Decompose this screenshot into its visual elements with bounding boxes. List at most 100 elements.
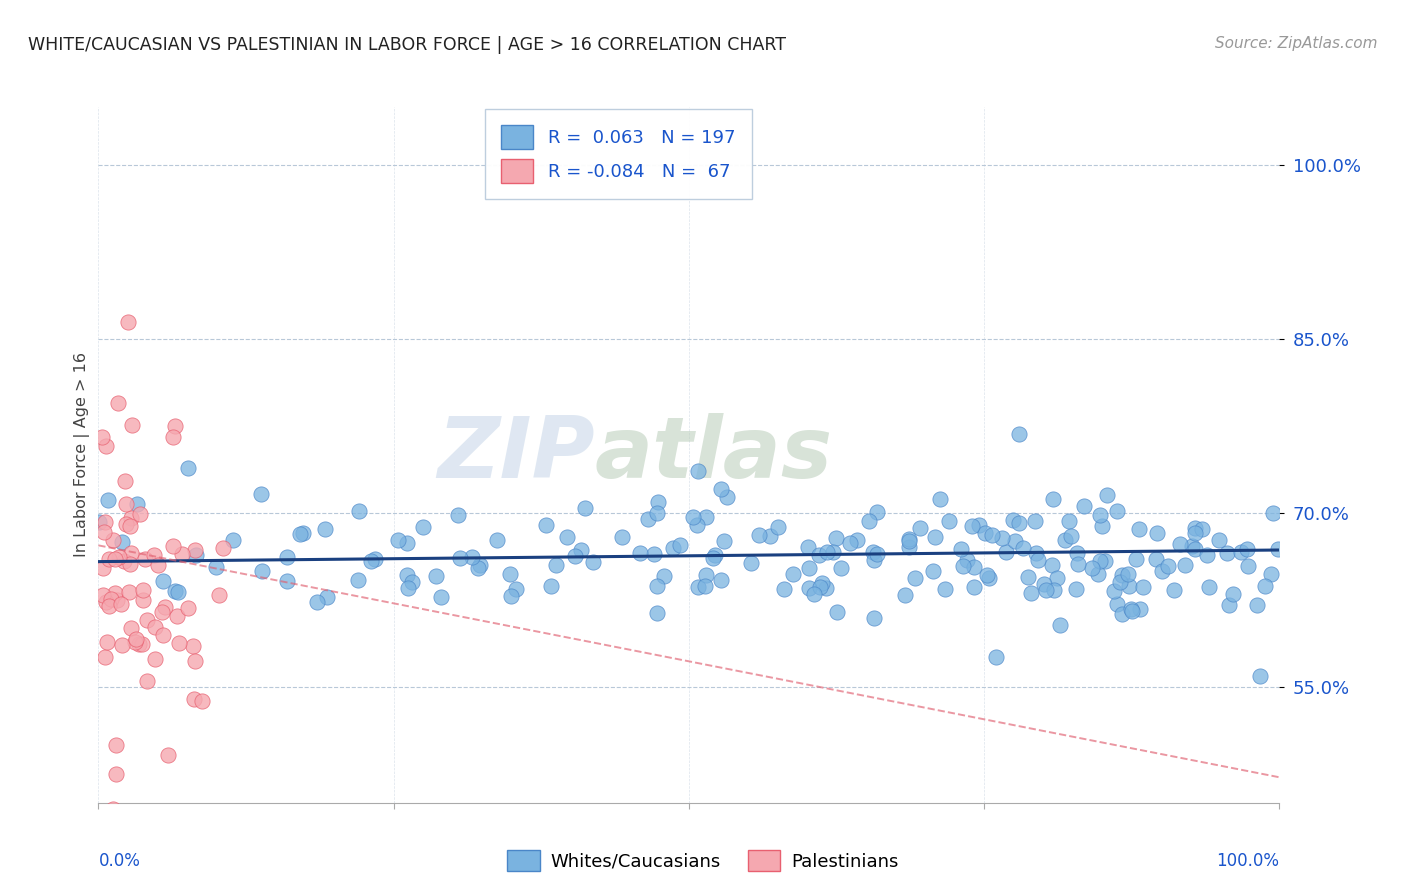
Point	[710, 573, 733, 587]
Point	[564, 549, 586, 563]
Point	[740, 556, 762, 570]
Point	[157, 747, 180, 762]
Point	[114, 474, 136, 488]
Point	[134, 551, 156, 566]
Point	[685, 517, 707, 532]
Text: ZIP: ZIP	[437, 413, 595, 497]
Point	[647, 579, 669, 593]
Point	[183, 692, 205, 706]
Point	[858, 514, 880, 528]
Point	[938, 515, 960, 529]
Point	[811, 576, 834, 591]
Point	[808, 580, 831, 594]
Point	[544, 558, 567, 572]
Point	[991, 532, 1014, 546]
Point	[610, 530, 633, 544]
Point	[111, 638, 134, 652]
Point	[111, 534, 134, 549]
Point	[797, 561, 820, 575]
Point	[118, 584, 141, 599]
Point	[702, 551, 724, 566]
Point	[127, 497, 149, 511]
Point	[863, 611, 886, 625]
Point	[645, 607, 668, 621]
Point	[894, 588, 917, 602]
Point	[974, 525, 997, 540]
Point	[839, 536, 862, 550]
Point	[963, 580, 986, 594]
Point	[1267, 541, 1289, 556]
Point	[387, 533, 409, 547]
Point	[96, 438, 118, 452]
Point	[1088, 508, 1111, 523]
Point	[121, 511, 143, 525]
Point	[713, 533, 735, 548]
Point	[166, 609, 188, 624]
Point	[582, 556, 605, 570]
Point	[976, 567, 998, 582]
Point	[1091, 519, 1114, 533]
Point	[97, 492, 120, 507]
Point	[425, 569, 447, 583]
Point	[184, 549, 207, 563]
Point	[181, 639, 204, 653]
Point	[145, 651, 167, 665]
Point	[555, 530, 578, 544]
Point	[1008, 426, 1031, 441]
Point	[1004, 534, 1026, 549]
Point	[250, 564, 273, 578]
Point	[1035, 582, 1057, 597]
Point	[1215, 546, 1237, 560]
Point	[115, 497, 138, 511]
Point	[977, 571, 1000, 585]
Text: Source: ZipAtlas.com: Source: ZipAtlas.com	[1215, 36, 1378, 51]
Point	[1057, 514, 1080, 528]
Point	[688, 465, 710, 479]
Point	[695, 568, 717, 582]
Point	[815, 581, 838, 595]
Point	[105, 766, 128, 781]
Point	[1095, 487, 1118, 501]
Point	[94, 595, 117, 609]
Point	[468, 558, 491, 572]
Point	[662, 541, 685, 555]
Point	[984, 650, 1007, 665]
Point	[1184, 526, 1206, 541]
Point	[898, 533, 921, 547]
Point	[94, 515, 117, 529]
Point	[100, 592, 122, 607]
Point	[91, 430, 114, 444]
Point	[461, 550, 484, 565]
Point	[98, 599, 121, 613]
Point	[1012, 541, 1035, 555]
Point	[1111, 607, 1133, 621]
Point	[501, 589, 523, 603]
Point	[1060, 529, 1083, 543]
Point	[250, 487, 273, 501]
Point	[212, 541, 235, 556]
Point	[862, 545, 884, 559]
Point	[1002, 513, 1025, 527]
Point	[682, 510, 704, 524]
Point	[121, 417, 143, 432]
Point	[647, 494, 669, 508]
Point	[124, 635, 146, 649]
Point	[981, 528, 1004, 542]
Point	[1045, 571, 1067, 585]
Point	[1008, 516, 1031, 530]
Point	[292, 525, 315, 540]
Point	[1128, 522, 1150, 536]
Legend: R =  0.063   N = 197, R = -0.084   N =  67: R = 0.063 N = 197, R = -0.084 N = 67	[485, 109, 752, 199]
Point	[97, 552, 120, 566]
Point	[924, 530, 946, 544]
Point	[110, 597, 132, 611]
Point	[105, 593, 128, 607]
Point	[534, 518, 557, 533]
Point	[825, 605, 848, 619]
Point	[1261, 506, 1284, 520]
Text: 100.0%: 100.0%	[1216, 852, 1279, 870]
Point	[716, 491, 738, 505]
Point	[347, 573, 370, 587]
Point	[172, 547, 194, 561]
Point	[1116, 566, 1139, 581]
